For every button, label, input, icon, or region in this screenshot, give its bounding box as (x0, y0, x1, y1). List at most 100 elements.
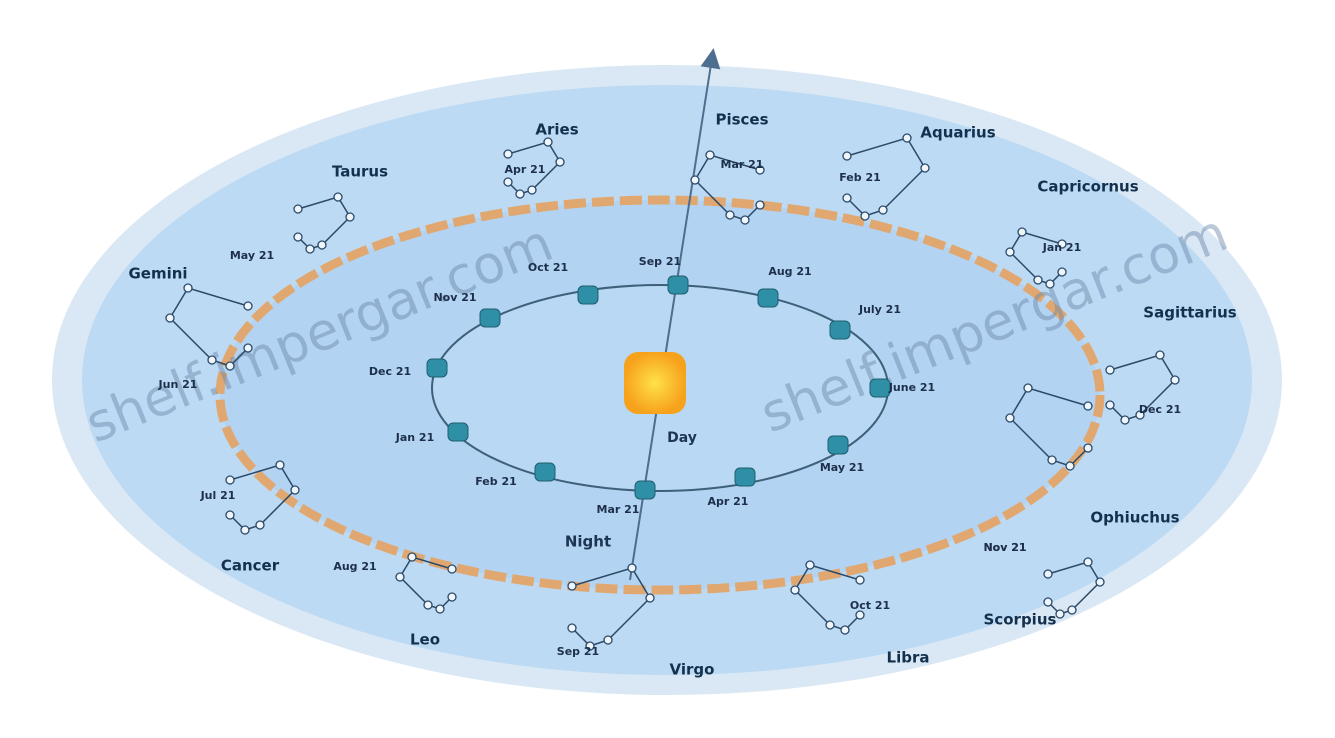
constellation-date: Mar 21 (721, 158, 764, 171)
star (226, 476, 234, 484)
constellation-name: Capricornus (1037, 178, 1138, 196)
star (646, 594, 654, 602)
star (166, 314, 174, 322)
star (226, 362, 234, 370)
star (306, 245, 314, 253)
orbit-date: Oct 21 (528, 261, 568, 274)
earth (535, 463, 555, 481)
star (1106, 366, 1114, 374)
constellation-name: Sagittarius (1143, 304, 1236, 322)
star (879, 206, 887, 214)
star (184, 284, 192, 292)
star (1034, 276, 1042, 284)
star (291, 486, 299, 494)
star (1024, 384, 1032, 392)
star (726, 211, 734, 219)
star (504, 178, 512, 186)
star (568, 624, 576, 632)
star (334, 193, 342, 201)
orbit-date: Mar 21 (597, 503, 640, 516)
star (1084, 402, 1092, 410)
earth (635, 481, 655, 499)
star (856, 576, 864, 584)
orbit-date: Apr 21 (708, 495, 749, 508)
constellation-name: Gemini (128, 265, 187, 283)
star (568, 582, 576, 590)
star (448, 593, 456, 601)
star (741, 216, 749, 224)
star (256, 521, 264, 529)
star (843, 194, 851, 202)
constellation-name: Leo (410, 631, 440, 649)
zodiac-diagram: shelf.impergar.comshelf.impergar.comArie… (0, 0, 1335, 738)
star (1171, 376, 1179, 384)
star (706, 151, 714, 159)
orbit-date: Feb 21 (475, 475, 517, 488)
constellation-date: Feb 21 (839, 171, 881, 184)
earth (480, 309, 500, 327)
star (276, 461, 284, 469)
star (1121, 416, 1129, 424)
star (1056, 610, 1064, 618)
constellation-date: Oct 21 (850, 599, 890, 612)
constellation-date: Jun 21 (158, 378, 198, 391)
star (628, 564, 636, 572)
orbit-date: Nov 21 (433, 291, 476, 304)
star (504, 150, 512, 158)
earth (870, 379, 890, 397)
star (861, 212, 869, 220)
constellation-date: Apr 21 (505, 163, 546, 176)
star (1044, 598, 1052, 606)
star (691, 176, 699, 184)
day-label: Day (667, 430, 697, 446)
constellation-date: Jul 21 (200, 489, 236, 502)
star (1048, 456, 1056, 464)
star (1046, 280, 1054, 288)
star (544, 138, 552, 146)
constellation-name: Scorpius (984, 611, 1057, 629)
earth (758, 289, 778, 307)
star (1044, 570, 1052, 578)
star (424, 601, 432, 609)
star (436, 605, 444, 613)
constellation-date: Nov 21 (983, 541, 1026, 554)
star (1156, 351, 1164, 359)
constellation-name: Aquarius (920, 124, 995, 142)
star (294, 205, 302, 213)
earth (830, 321, 850, 339)
star (806, 561, 814, 569)
sun (624, 352, 686, 414)
star (396, 573, 404, 581)
star (841, 626, 849, 634)
star (1068, 606, 1076, 614)
star (528, 186, 536, 194)
star (244, 302, 252, 310)
night-label: Night (565, 533, 611, 551)
constellation-name: Aries (535, 121, 578, 139)
star (903, 134, 911, 142)
constellation-name: Pisces (715, 111, 768, 129)
orbit-date: Aug 21 (768, 265, 811, 278)
star (294, 233, 302, 241)
star (1096, 578, 1104, 586)
star (318, 241, 326, 249)
star (1066, 462, 1074, 470)
star (556, 158, 564, 166)
star (1018, 228, 1026, 236)
constellation-date: Aug 21 (333, 560, 376, 573)
star (921, 164, 929, 172)
earth (578, 286, 598, 304)
constellation-date: May 21 (230, 249, 274, 262)
star (226, 511, 234, 519)
star (1058, 268, 1066, 276)
star (1084, 444, 1092, 452)
star (856, 611, 864, 619)
earth (668, 276, 688, 294)
star (208, 356, 216, 364)
star (604, 636, 612, 644)
star (1006, 414, 1014, 422)
star (241, 526, 249, 534)
constellation-name: Cancer (221, 557, 280, 575)
orbit-date: July 21 (858, 303, 901, 316)
earth (448, 423, 468, 441)
